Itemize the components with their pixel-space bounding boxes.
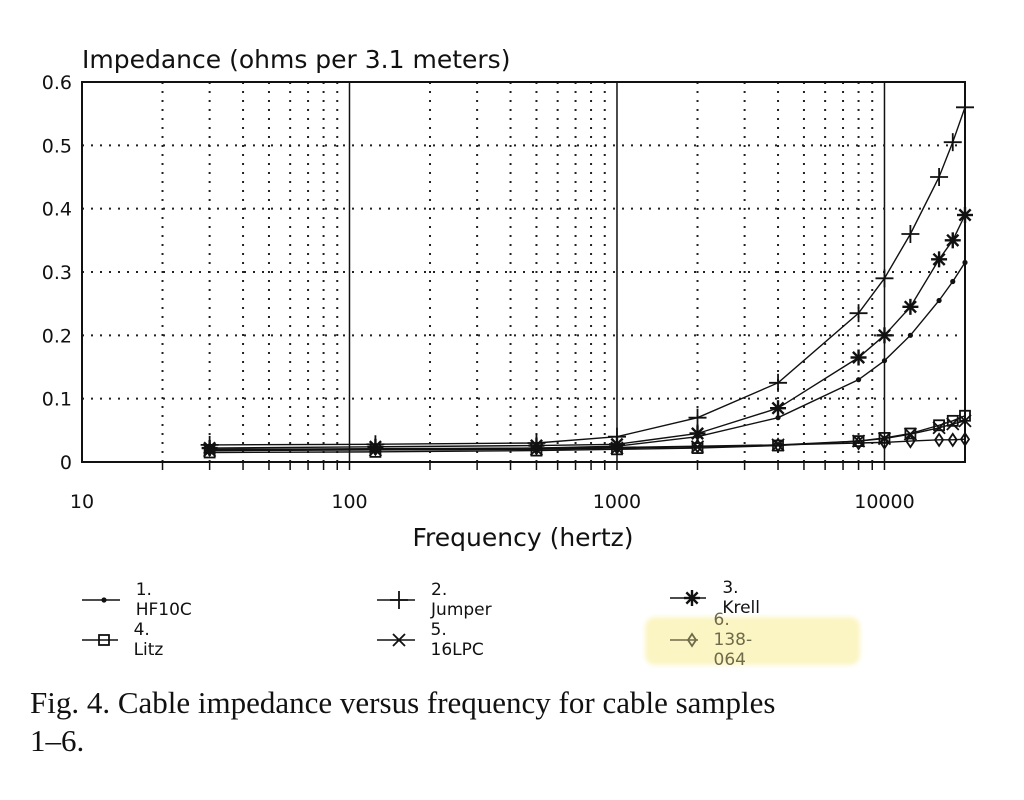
data-point	[956, 98, 974, 117]
legend-diamond-icon	[670, 632, 698, 648]
legend-item: 1. HF10C	[80, 580, 200, 620]
data-point	[851, 434, 866, 448]
data-point	[202, 443, 217, 458]
data-point	[855, 377, 862, 383]
data-point	[203, 446, 216, 459]
legend-label: 2. Jumper	[431, 580, 492, 620]
legend-marker	[684, 590, 700, 606]
data-point	[946, 417, 960, 431]
data-point	[853, 435, 864, 451]
legend-label: 1. HF10C	[135, 580, 192, 620]
legend-marker	[98, 634, 110, 646]
data-point	[875, 269, 894, 288]
series-138-064	[204, 431, 971, 457]
data-point	[369, 445, 382, 458]
data-point	[958, 414, 972, 428]
data-point	[775, 415, 781, 421]
y-tick-label: 0.5	[42, 135, 72, 157]
data-point	[370, 441, 381, 457]
data-point	[770, 400, 787, 417]
chart-title: Impedance (ohms per 3.1 meters)	[82, 45, 510, 74]
data-point	[957, 207, 973, 223]
y-tick-label: 0.6	[42, 72, 72, 94]
legend-marker	[390, 591, 408, 609]
data-point	[946, 414, 959, 427]
data-point	[931, 251, 948, 268]
y-tick-label: 0.4	[42, 199, 72, 221]
legend-marker	[392, 633, 406, 647]
legend-marker	[686, 632, 698, 648]
legend-label: 3. Krell	[722, 578, 760, 618]
data-point	[959, 431, 971, 447]
data-point	[933, 432, 945, 448]
data-point	[772, 437, 784, 453]
figure-caption: Fig. 4. Cable impedance versus frequency…	[30, 684, 1000, 760]
x-tick-label: 10	[70, 491, 94, 513]
series-line	[209, 438, 966, 451]
plot-frame	[81, 81, 966, 463]
y-tick-label: 0.3	[42, 262, 72, 284]
data-point	[611, 439, 623, 456]
data-point	[943, 133, 962, 152]
series-krell	[201, 207, 973, 457]
legend-item: 2. Jumper	[375, 580, 500, 620]
caption-line-1: Fig. 4. Cable impedance versus frequency…	[30, 685, 776, 720]
data-point	[947, 432, 958, 448]
grid	[82, 82, 965, 470]
data-point	[531, 440, 542, 456]
legend-asterisk-icon	[670, 590, 707, 606]
data-point	[204, 441, 215, 457]
data-point	[950, 278, 956, 285]
data-point	[881, 358, 888, 364]
data-point	[936, 297, 942, 304]
series-line	[209, 107, 966, 446]
legend-cross-icon	[377, 633, 415, 647]
legend-label: 5. 16LPC	[430, 620, 484, 660]
data-point	[932, 421, 946, 435]
legend-label: 6. 138-064	[713, 610, 753, 670]
x-tick-label: 1000	[593, 491, 641, 513]
caption-line-2: 1–6.	[30, 723, 85, 758]
legend-plus-icon	[377, 591, 416, 609]
data-point	[930, 168, 949, 186]
legend-marker	[101, 597, 107, 603]
data-point	[879, 434, 890, 450]
x-tick-label: 10000	[854, 491, 914, 513]
y-tick-label: 0.1	[42, 389, 72, 411]
data-point	[905, 433, 916, 449]
legend-dot-icon	[82, 597, 120, 603]
data-point	[529, 442, 544, 456]
data-point	[849, 304, 868, 323]
x-tick-label: 100	[331, 491, 367, 513]
data-point	[962, 259, 968, 266]
data-point	[902, 298, 919, 315]
data-point	[692, 438, 703, 454]
legend-square-icon	[82, 634, 118, 646]
data-point	[850, 349, 867, 366]
y-tick-label: 0	[60, 452, 72, 474]
data-point	[933, 419, 945, 432]
series-line	[209, 214, 966, 449]
data-point	[876, 327, 893, 344]
series-line	[209, 420, 966, 452]
legend-item: 3. Krell	[668, 578, 770, 618]
data-point	[689, 425, 706, 442]
y-tick-label: 0.2	[42, 325, 72, 347]
legend-label: 4. Litz	[133, 620, 164, 660]
legend-item: 6. 138-064	[668, 610, 771, 670]
series-jumper	[200, 98, 974, 454]
data-point	[907, 332, 913, 338]
x-axis-label: Frequency (hertz)	[412, 523, 633, 552]
data-point	[944, 232, 961, 249]
data-point	[368, 443, 383, 457]
data-point	[688, 408, 707, 427]
legend-item: 4. Litz	[80, 620, 174, 660]
data-point	[901, 225, 920, 243]
impedance-chart: Impedance (ohms per 3.1 meters) Frequenc…	[42, 45, 974, 552]
data-point	[769, 373, 788, 392]
legend-highlight	[645, 617, 860, 665]
legend-item: 5. 16LPC	[375, 620, 492, 660]
